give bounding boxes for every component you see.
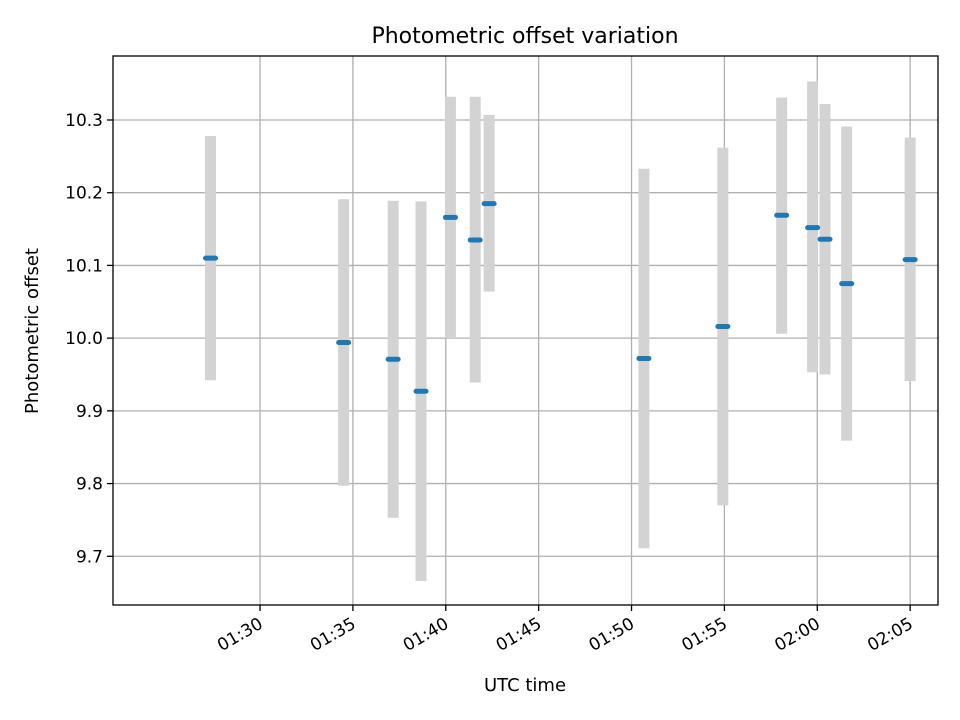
y-tick-label: 9.7 bbox=[76, 547, 103, 567]
data-markers bbox=[203, 201, 918, 394]
chart-title: Photometric offset variation bbox=[371, 24, 678, 49]
plot-frame bbox=[112, 55, 939, 606]
y-tick-label: 10.3 bbox=[65, 111, 103, 131]
y-tick-label: 10.1 bbox=[65, 256, 103, 276]
y-tick-label: 9.8 bbox=[76, 475, 103, 495]
y-axis-label: Photometric offset bbox=[22, 248, 43, 414]
y-tick-label: 10.2 bbox=[65, 184, 103, 204]
y-tick-label: 10.0 bbox=[65, 329, 103, 349]
y-tick-label: 9.9 bbox=[76, 402, 103, 422]
x-axis-label: UTC time bbox=[484, 675, 566, 696]
